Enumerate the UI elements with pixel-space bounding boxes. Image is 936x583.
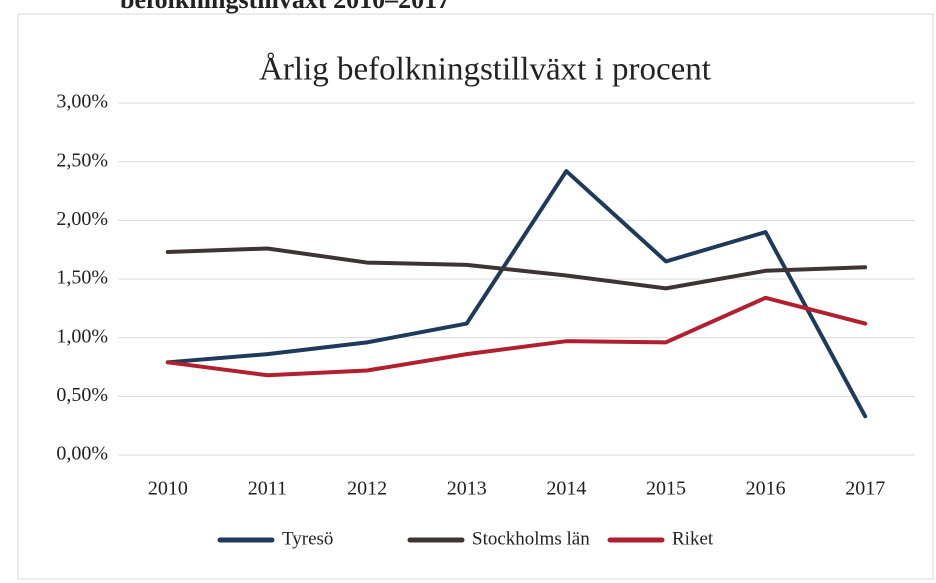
x-tick-label: 2013: [447, 478, 487, 500]
chart-frame: [17, 13, 934, 580]
y-tick-label: 3,00%: [56, 91, 108, 113]
x-tick-label: 2015: [646, 478, 686, 500]
x-tick-label: 2016: [746, 478, 786, 500]
heading: befolkningstillväxt 2010–2017: [120, 0, 450, 14]
y-tick-label: 1,00%: [56, 325, 108, 347]
y-tick-label: 0,00%: [56, 443, 108, 465]
x-tick-label: 2010: [148, 478, 188, 500]
x-tick-label: 2014: [546, 478, 586, 500]
y-tick-label: 2,50%: [56, 149, 108, 171]
series-line: [165, 295, 868, 378]
x-tick-label: 2017: [845, 478, 885, 500]
series-line: [165, 169, 868, 419]
chart-title: Årlig befolkningstillväxt i procent: [259, 51, 711, 88]
x-tick-label: 2012: [347, 478, 387, 500]
y-tick-label: 0,50%: [56, 384, 108, 406]
legend-label: Riket: [672, 528, 714, 549]
x-tick-label: 2011: [248, 478, 287, 500]
y-tick-label: 2,00%: [56, 208, 108, 230]
legend-label: Tyresö: [282, 528, 333, 549]
series-line: [165, 246, 868, 291]
y-tick-label: 1,50%: [56, 267, 108, 289]
legend-label: Stockholms län: [472, 528, 590, 549]
